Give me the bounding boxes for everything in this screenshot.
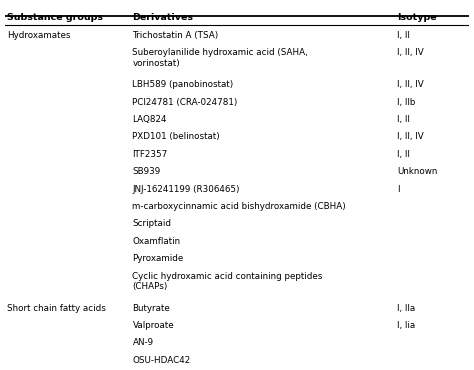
Text: I: I (397, 185, 400, 194)
Text: I, Iia: I, Iia (397, 321, 416, 330)
Text: Derivatives: Derivatives (132, 13, 193, 22)
Text: Substance groups: Substance groups (7, 13, 103, 22)
Text: SB939: SB939 (132, 167, 161, 176)
Text: I, II, IV: I, II, IV (397, 48, 424, 57)
Text: Unknown: Unknown (397, 167, 438, 176)
Text: Valproate: Valproate (132, 321, 174, 330)
Text: Butyrate: Butyrate (132, 303, 170, 313)
Text: LAQ824: LAQ824 (132, 115, 167, 124)
Text: Short chain fatty acids: Short chain fatty acids (7, 303, 106, 313)
Text: I, II, IV: I, II, IV (397, 132, 424, 141)
Text: Pyroxamide: Pyroxamide (132, 254, 184, 263)
Text: I, II: I, II (397, 150, 410, 159)
Text: PCI24781 (CRA-024781): PCI24781 (CRA-024781) (132, 98, 238, 107)
Text: Cyclic hydroxamic acid containing peptides
(CHAPs): Cyclic hydroxamic acid containing peptid… (132, 272, 323, 291)
Text: Trichostatin A (TSA): Trichostatin A (TSA) (132, 31, 219, 40)
Text: PXD101 (belinostat): PXD101 (belinostat) (132, 132, 220, 141)
Text: Suberoylanilide hydroxamic acid (SAHA,
vorinostat): Suberoylanilide hydroxamic acid (SAHA, v… (132, 48, 308, 68)
Text: LBH589 (panobinostat): LBH589 (panobinostat) (132, 80, 234, 89)
Text: Oxamflatin: Oxamflatin (132, 237, 181, 246)
Text: I, II, IV: I, II, IV (397, 80, 424, 89)
Text: OSU-HDAC42: OSU-HDAC42 (132, 356, 191, 365)
Text: Scriptaid: Scriptaid (132, 219, 172, 228)
Text: AN-9: AN-9 (132, 339, 154, 347)
Text: I, II: I, II (397, 31, 410, 40)
Text: Hydroxamates: Hydroxamates (7, 31, 71, 40)
Text: m-carboxycinnamic acid bishydroxamide (CBHA): m-carboxycinnamic acid bishydroxamide (C… (132, 202, 346, 211)
Text: ITF2357: ITF2357 (132, 150, 168, 159)
Text: I, IIa: I, IIa (397, 303, 416, 313)
Text: I, II: I, II (397, 115, 410, 124)
Text: Isotype: Isotype (397, 13, 437, 22)
Text: JNJ-16241199 (R306465): JNJ-16241199 (R306465) (132, 185, 240, 194)
Text: I, IIb: I, IIb (397, 98, 416, 107)
